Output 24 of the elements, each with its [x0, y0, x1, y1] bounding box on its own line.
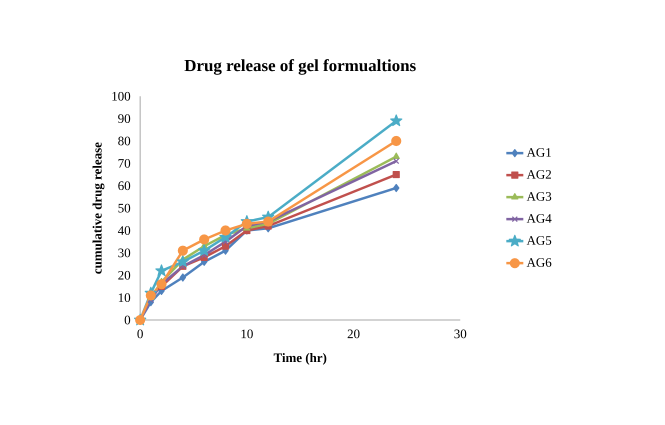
x-tick-label: 30 — [454, 330, 466, 338]
y-tick-label: 90 — [118, 114, 130, 123]
x-tick-label: 20 — [348, 330, 360, 338]
y-tick-label: 70 — [118, 158, 130, 168]
y-tick-label: 100 — [112, 92, 130, 101]
legend-label: AG3 — [526, 192, 552, 201]
x-tick-label: 0 — [137, 330, 143, 338]
y-tick-label: 0 — [124, 316, 130, 324]
chart-title: Drug release of gel formualtions — [184, 59, 416, 75]
legend-label: AG5 — [526, 236, 552, 245]
legend-label: AG1 — [526, 148, 551, 157]
y-tick-label: 60 — [118, 181, 130, 190]
legend-label: AG6 — [526, 258, 552, 267]
y-tick-label: 10 — [118, 293, 130, 302]
y-axis-title: cumulative drug release — [92, 142, 104, 274]
y-tick-label: 20 — [118, 270, 130, 280]
y-tick-label: 80 — [118, 136, 130, 146]
legend-label: AG4 — [526, 214, 552, 223]
y-tick-label: 30 — [118, 248, 130, 258]
legend-label: AG2 — [526, 170, 551, 179]
y-tick-label: 40 — [118, 226, 130, 235]
x-axis-title: Time (hr) — [274, 353, 326, 365]
y-tick-label: 50 — [118, 204, 130, 212]
x-tick-label: 10 — [242, 330, 253, 338]
